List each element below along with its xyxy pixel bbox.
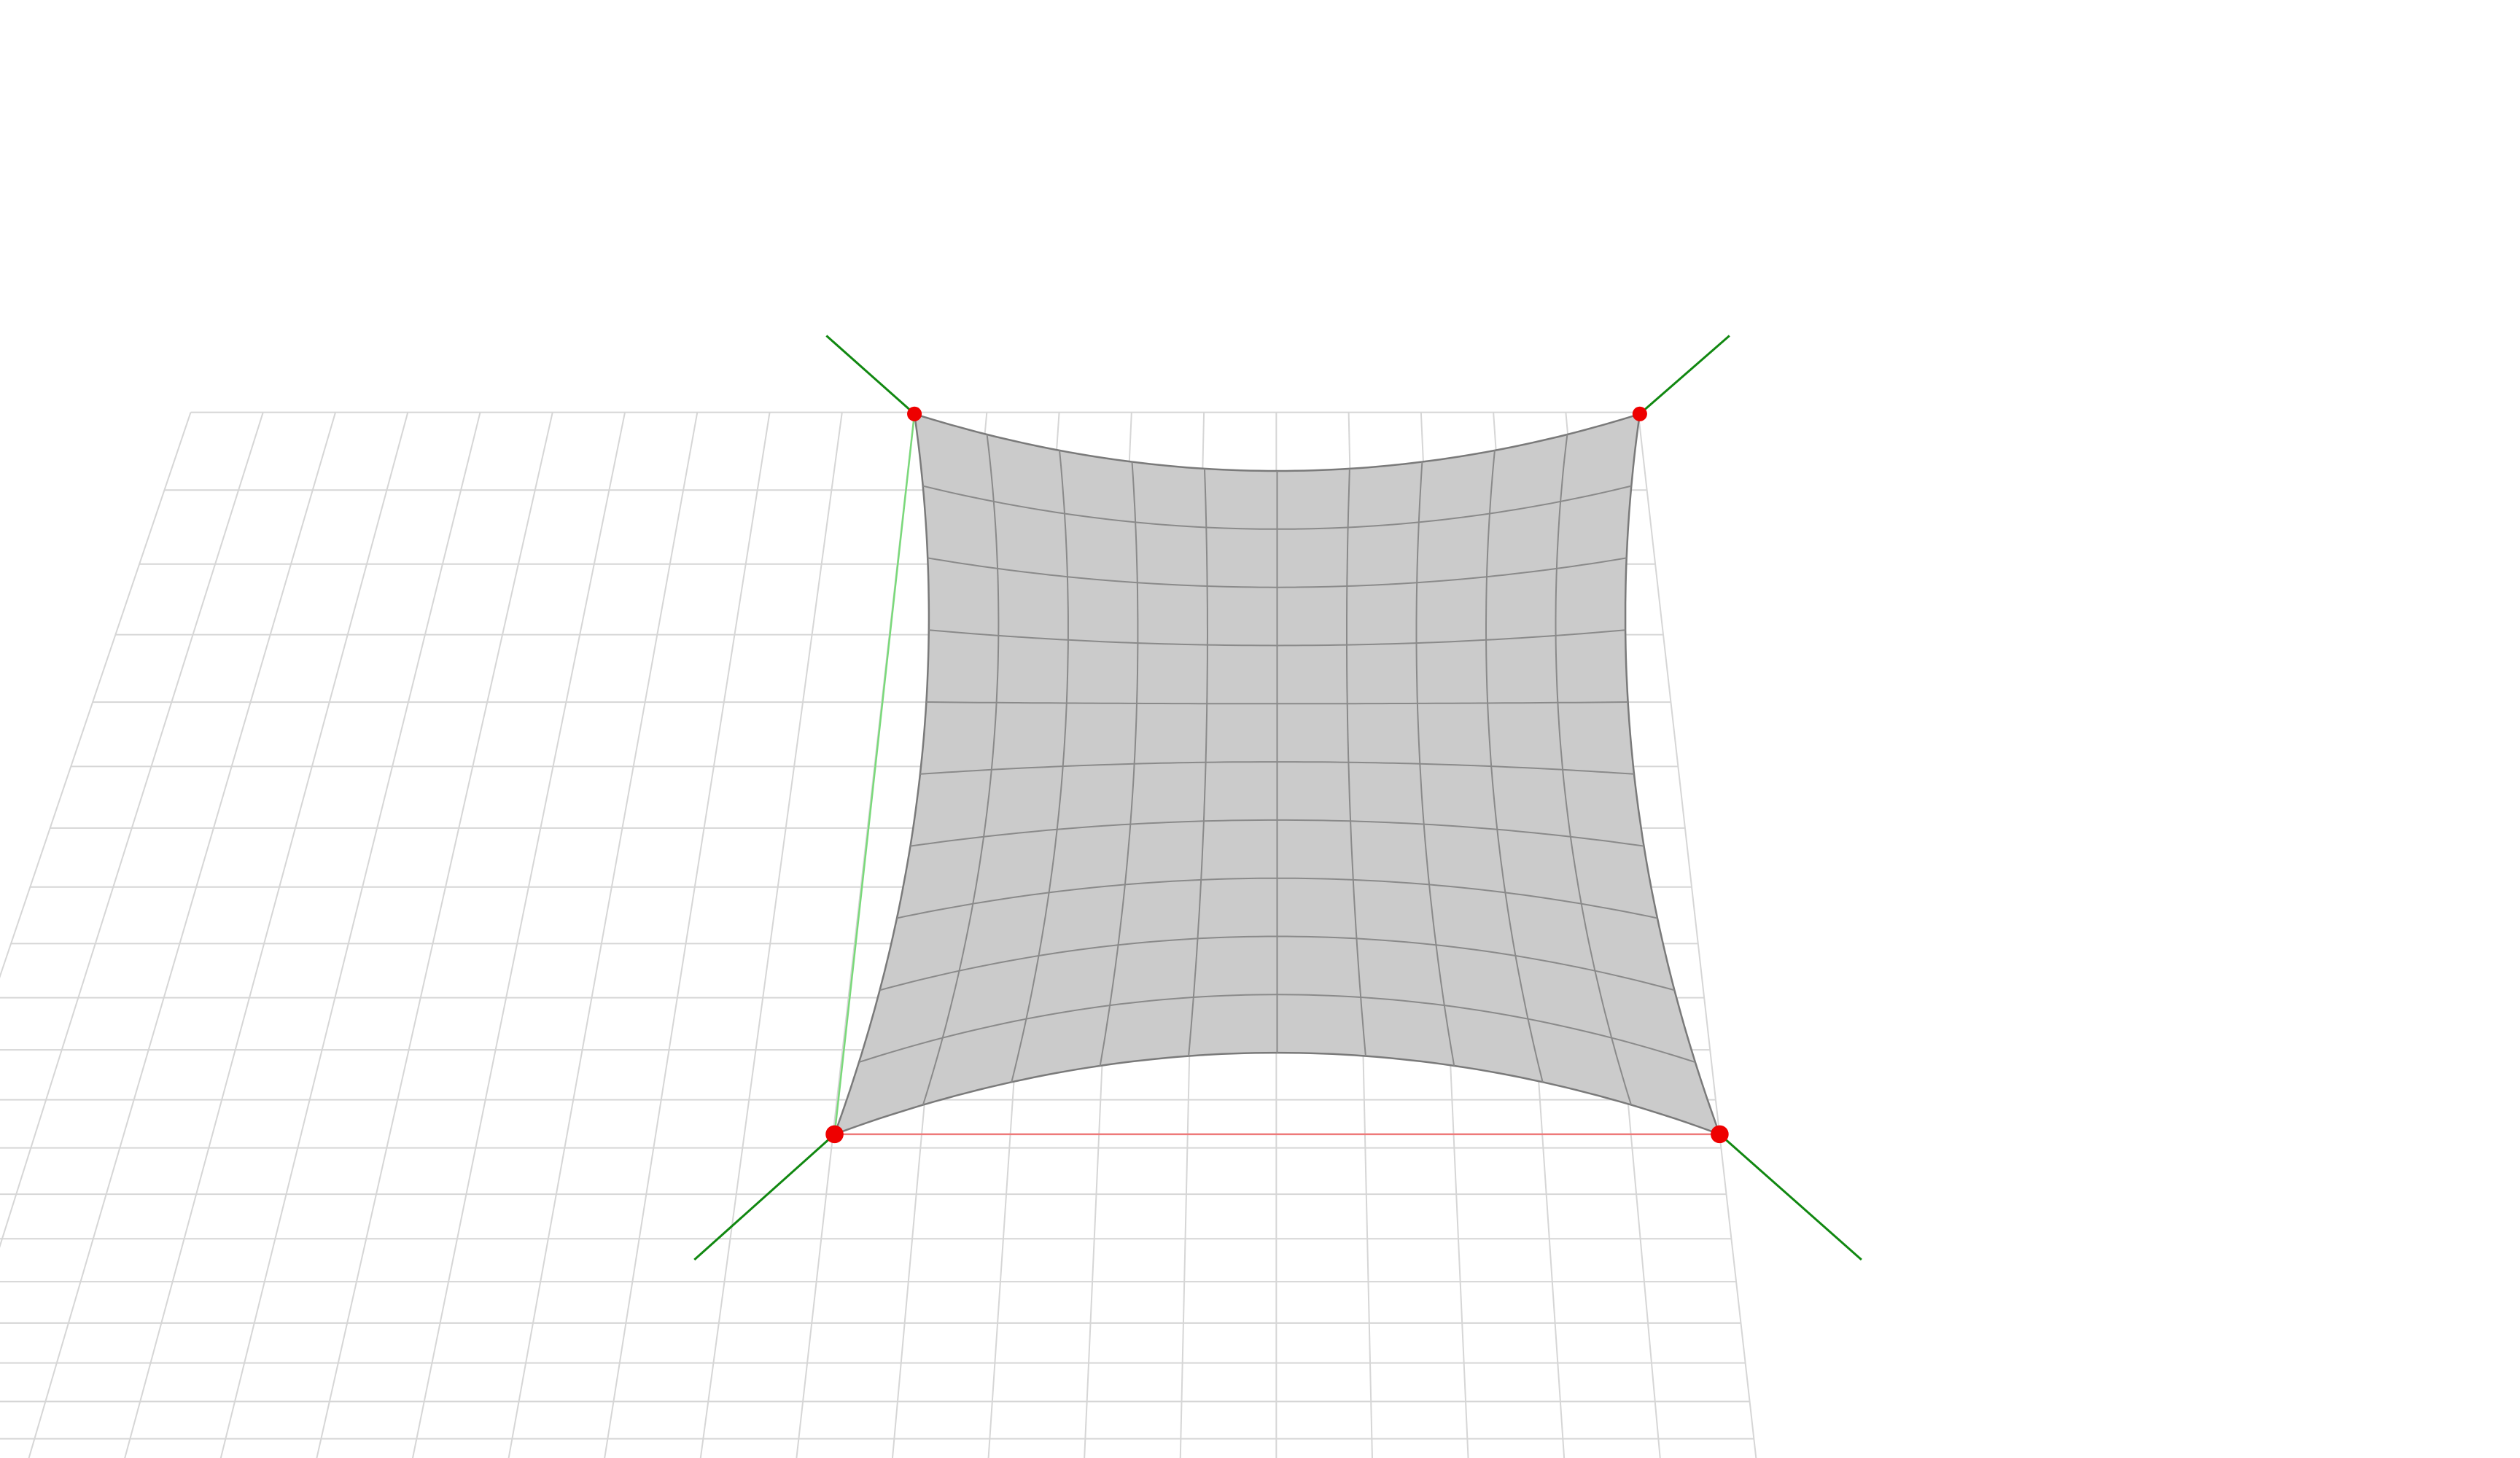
floor-grid-line [508,412,699,1458]
floor-grid-line [219,412,481,1458]
corner-vectors [693,335,1862,1261]
corner-handle-top-left[interactable] [907,406,922,421]
surface-mesh-line-v [1485,450,1544,1083]
surface-mesh-line-v [1415,461,1455,1067]
surface-mesh-line-v [1555,434,1632,1105]
surface-mesh-line-v [1346,468,1366,1056]
floor-grid-line [411,412,626,1458]
surface-mesh-line-v [1099,461,1139,1067]
corner-handles[interactable] [825,406,1729,1144]
floor-grid-line [604,412,771,1458]
axes [833,413,1720,1136]
floor-grid-line [316,412,553,1458]
corner-vector-line [693,1133,836,1261]
floor-grid-line [0,412,264,1248]
corner-handle-bottom-right[interactable] [1711,1125,1729,1144]
floor-grid-line [124,412,409,1458]
surface-mesh-line-v [1011,450,1069,1083]
corner-handle-top-right[interactable] [1632,406,1647,421]
corner-vector-line [1719,1133,1862,1261]
corner-handle-bottom-left[interactable] [825,1125,844,1144]
floor-grid-line [699,412,843,1458]
surface-patch[interactable] [833,413,1722,1136]
floor-grid-line [1637,412,1757,1458]
floor-grid-line [28,412,337,1458]
corner-vector-line [1638,335,1730,415]
floor-grid-line [0,412,192,979]
corner-vector-line [825,335,916,415]
y-axis-line [833,413,916,1135]
surface-mesh-line-v [922,434,1000,1105]
surface-mesh-line-v [1188,468,1208,1056]
